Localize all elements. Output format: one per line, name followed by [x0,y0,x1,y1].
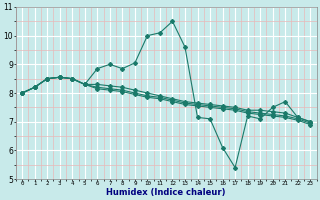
X-axis label: Humidex (Indice chaleur): Humidex (Indice chaleur) [107,188,226,197]
